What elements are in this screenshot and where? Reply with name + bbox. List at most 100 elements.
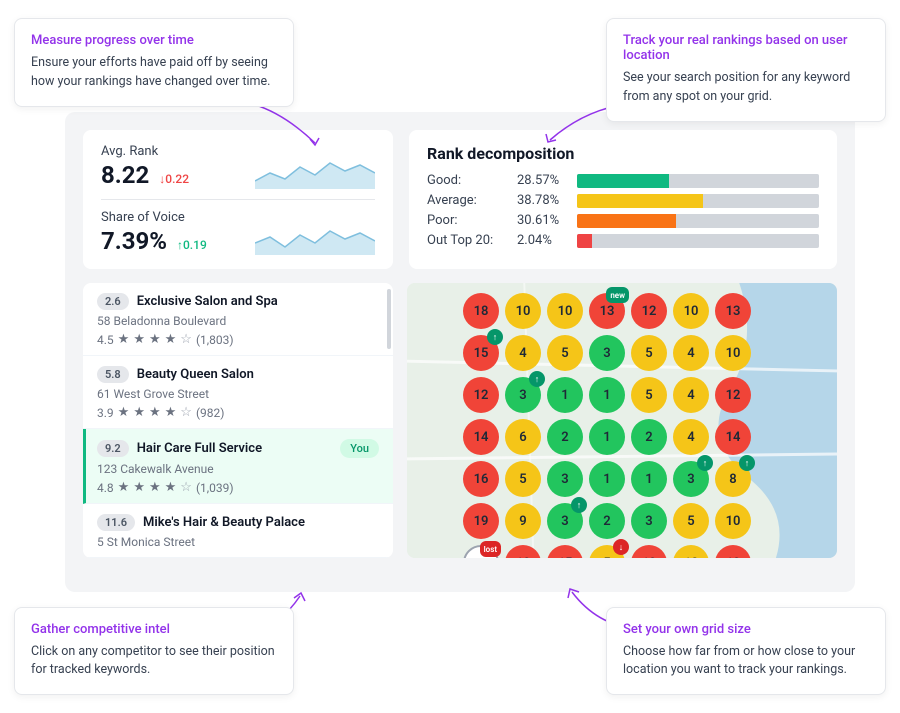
rank-decomposition-card: Rank decomposition Good: 28.57% Average:… [409,130,837,269]
rank-grid-cell[interactable]: 14 [715,419,751,455]
rank-grid-cell[interactable]: 14 [463,419,499,455]
rank-grid-cell[interactable]: 18 [505,545,541,558]
rank-grid-cell[interactable]: 12 [715,377,751,413]
avg-rank-value: 8.22 [101,161,149,189]
sov-value: 7.39% [101,227,167,255]
avg-rank-label: Avg. Rank [101,144,189,159]
decomp-row: Average: 38.78% [427,193,819,208]
callout-body: Ensure your efforts have paid off by see… [31,54,277,92]
rank-grid-cell[interactable]: 16 [463,461,499,497]
rank-grid-cell[interactable]: 19 [463,503,499,539]
rank-grid-cell[interactable]: 1 [589,377,625,413]
decomp-title: Rank decomposition [427,144,819,163]
up-badge-icon: ↑ [529,371,545,387]
rank-grid-cell[interactable]: 3 [631,503,667,539]
competitor-rating: 4.8★★★★☆(1,039) [97,480,379,495]
rank-grid-cell[interactable]: 13 [715,293,751,329]
competitors-list[interactable]: 2.6 Exclusive Salon and Spa 58 Beladonna… [83,283,393,558]
competitor-address: 58 Beladonna Boulevard [97,314,379,328]
rank-grid-cell[interactable]: 10 [715,503,751,539]
competitor-item[interactable]: 2.6 Exclusive Salon and Spa 58 Beladonna… [83,283,393,356]
callout-body: See your search position for any keyword… [623,69,869,107]
competitor-rank-badge: 2.6 [97,293,129,310]
rank-grid-cell[interactable]: 3↑ [673,461,709,497]
decomp-pct: 30.61% [517,213,577,228]
decomp-pct: 28.57% [517,173,577,188]
rank-grid-cell[interactable]: 3↑ [547,503,583,539]
rank-grid-cell[interactable]: 13new [589,293,625,329]
rank-grid-cell[interactable]: 5 [547,335,583,371]
up-badge-icon: ↑ [697,455,713,471]
competitor-address: 61 West Grove Street [97,387,379,401]
rank-grid-cell[interactable]: 10 [715,335,751,371]
rank-grid-cell[interactable]: 4 [505,335,541,371]
decomp-row: Out Top 20: 2.04% [427,233,819,248]
rank-grid-cell[interactable]: 1 [547,377,583,413]
competitor-address: 123 Cakewalk Avenue [97,462,379,476]
rank-grid-cell[interactable]: 1 [589,461,625,497]
rank-grid-cell[interactable]: 13 [715,545,751,558]
rank-grid-cell[interactable]: 5 [673,503,709,539]
competitor-name: Exclusive Salon and Spa [137,294,278,309]
dashboard-panel: Avg. Rank 8.22 ↓0.22 Share of Voice 7.39… [65,112,855,592]
rank-grid-cell[interactable]: 12 [631,293,667,329]
rank-grid-map[interactable]: 18101013new12101315↑4535410123↑115412146… [407,283,837,558]
new-badge-icon: new [606,287,629,303]
rank-grid-cell[interactable]: 5 [505,461,541,497]
rank-grid-cell[interactable]: 10 [673,293,709,329]
rank-grid-cell[interactable]: 15 [547,545,583,558]
up-badge-icon: ↑ [739,455,755,471]
decomp-pct: 38.78% [517,193,577,208]
decomp-label: Out Top 20: [427,233,517,248]
up-badge-icon: ↑ [571,497,587,513]
rank-grid-cell[interactable]: 15↑ [463,335,499,371]
rank-grid-cell[interactable]: 1 [631,461,667,497]
callout-title: Track your real rankings based on user l… [623,33,869,63]
callout-body: Choose how far from or how close to your… [623,643,869,681]
competitor-rating: 4.5★★★★☆(1,803) [97,332,379,347]
competitor-item[interactable]: 9.2 Hair Care Full Service You 123 Cakew… [83,429,393,504]
rank-grid-cell[interactable]: 12 [463,377,499,413]
rank-grid-cell[interactable]: 5 [631,377,667,413]
rank-grid-cell[interactable]: 1 [589,419,625,455]
competitor-rank-badge: 5.8 [97,366,129,383]
decomp-bar [577,194,819,208]
decomp-pct: 2.04% [517,233,577,248]
rank-grid-cell[interactable]: 18 [463,293,499,329]
callout-grid-size: Set your own grid size Choose how far fr… [606,607,886,696]
sov-delta: ↑0.19 [177,238,207,252]
you-badge: You [340,439,379,458]
rank-grid-cell[interactable]: 8↑ [715,461,751,497]
rank-grid-cell[interactable]: 5↓ [589,545,625,558]
rank-grid-cell[interactable]: 10 [547,293,583,329]
rank-grid-cell[interactable]: 13 [631,545,667,558]
competitor-rank-badge: 11.6 [97,514,135,531]
rank-grid-cell[interactable]: 4 [673,335,709,371]
rank-grid-cell[interactable]: 3 [547,461,583,497]
competitor-item[interactable]: 5.8 Beauty Queen Salon 61 West Grove Str… [83,356,393,429]
rank-grid-cell[interactable]: 3↑ [505,377,541,413]
rank-grid-cell[interactable]: 6 [505,419,541,455]
rank-grid-cell[interactable]: 4 [673,377,709,413]
callout-title: Gather competitive intel [31,622,277,637]
rank-grid-cell[interactable]: 2 [631,419,667,455]
rank-grid-cell[interactable]: 4 [673,419,709,455]
decomp-bar [577,214,819,228]
avg-rank-sparkline [255,153,375,189]
rank-grid-cell[interactable]: 3 [589,335,625,371]
rank-grid-cell[interactable]: 2 [547,419,583,455]
rank-grid-cell[interactable]: 9 [505,503,541,539]
rank-grid-cell[interactable]: 10 [673,545,709,558]
competitor-rating: 3.9★★★★☆(982) [97,405,379,420]
up-badge-icon: ↑ [487,329,503,345]
rank-grid-cell[interactable]: 2 [589,503,625,539]
sov-sparkline [255,219,375,255]
sov-label: Share of Voice [101,210,207,225]
decomp-row: Good: 28.57% [427,173,819,188]
down-badge-icon: ↓ [613,539,629,555]
rank-grid-cell[interactable]: 5 [631,335,667,371]
competitor-item[interactable]: 11.6 Mike's Hair & Beauty Palace 5 St Mo… [83,504,393,558]
callout-title: Set your own grid size [623,622,869,637]
rank-grid-cell[interactable]: 20+lost [463,545,499,558]
rank-grid-cell[interactable]: 10 [505,293,541,329]
